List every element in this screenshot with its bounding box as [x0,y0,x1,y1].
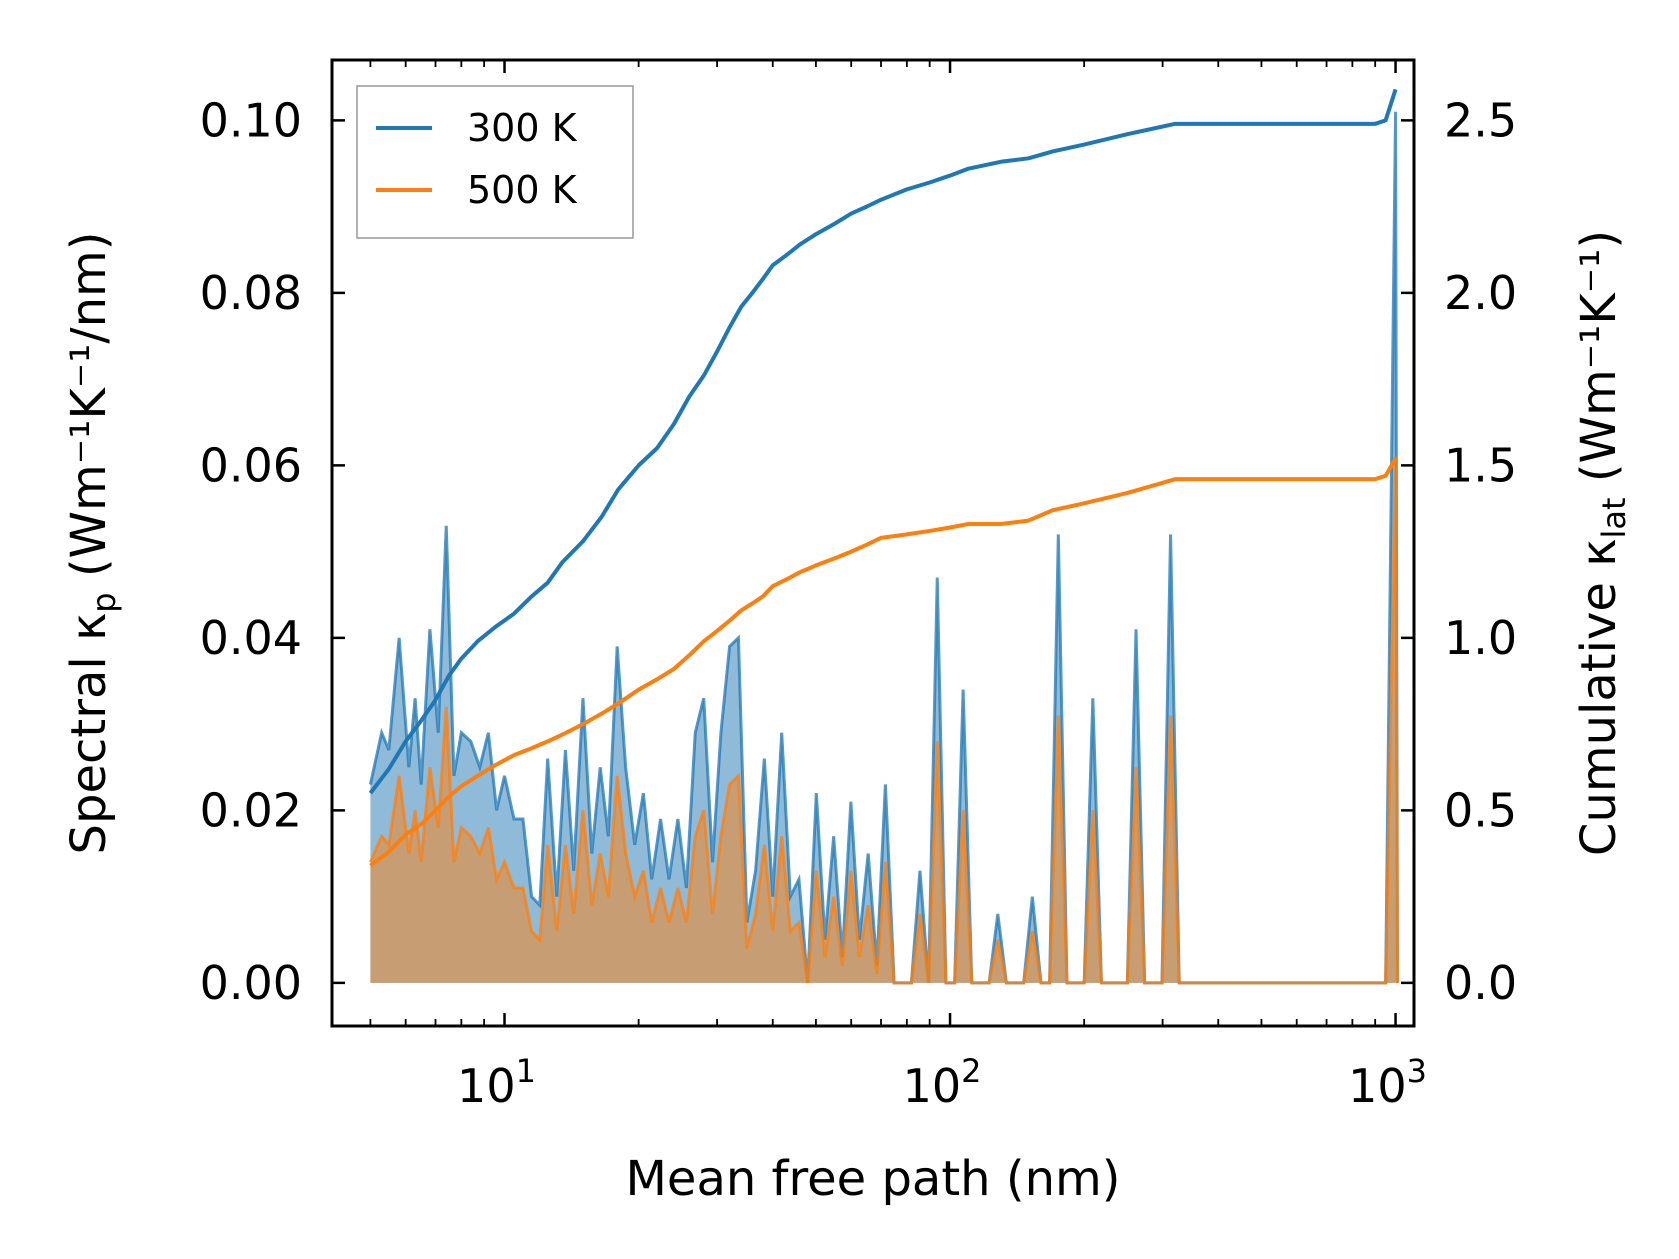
legend-box [356,85,634,239]
x-tick-label-exponent: 1 [516,1052,536,1090]
y-axis-left-title-units: (Wm⁻¹K⁻¹/nm) [61,232,117,593]
x-tick-label: 102 [903,1052,982,1113]
y-right-tick-label: 1.0 [1444,611,1517,665]
x-tick-label-base: 10 [903,1059,962,1113]
y-right-tick-label: 0.5 [1444,783,1517,837]
y-left-tick-label: 0.10 [200,93,302,147]
y-axis-right-title-sub: lat [1595,498,1633,539]
y-axis-left-title-main: Spectral κ [61,613,117,855]
axis-tick-labels: 101 102 1030.000.020.040.060.080.100.00.51… [200,93,1518,1113]
spectral-fills [368,111,1399,985]
y-left-tick-label: 0.04 [200,611,302,665]
legend-label-300k: 300 K [467,106,578,150]
y-axis-right-title-units: (Wm⁻¹K⁻¹) [1571,230,1627,498]
legend: 300 K 500 K [356,85,634,239]
legend-label-500k: 500 K [467,168,578,212]
y-axis-left-title: Spectral κp (Wm⁻¹K⁻¹/nm) [61,232,123,855]
spectral-line-500k [369,456,1399,985]
x-tick-label-exponent: 2 [961,1052,981,1090]
y-right-tick-label: 2.0 [1444,266,1517,320]
y-left-tick-label: 0.02 [200,783,302,837]
y-right-tick-label: 0.0 [1444,956,1517,1010]
cumulative-lines [368,88,1398,868]
x-axis-title: Mean free path (nm) [626,1151,1121,1207]
y-left-tick-label: 0.00 [200,956,302,1010]
y-axis-left-title-sub: p [85,592,123,612]
plot-area-frame [330,58,1416,1028]
y-left-tick-label: 0.08 [200,266,302,320]
y-right-tick-label: 1.5 [1444,438,1517,492]
x-tick-label: 103 [1348,1052,1427,1113]
x-tick-label-base: 10 [457,1059,516,1113]
x-tick-label-base: 10 [1348,1059,1407,1113]
x-tick-label: 101 [457,1052,536,1113]
y-axis-right-title-main: Cumulative κ [1571,539,1627,857]
cumulative-line-300k [368,88,1398,795]
y-left-tick-label: 0.06 [200,438,302,492]
spectral-area-500k [370,456,1398,983]
y-axis-right-title: Cumulative κlat (Wm⁻¹K⁻¹) [1571,230,1633,856]
x-tick-label-exponent: 3 [1407,1052,1427,1090]
axis-ticks [332,60,1414,1026]
cumulative-line-500k [369,457,1398,868]
y-right-tick-label: 2.5 [1444,93,1517,147]
